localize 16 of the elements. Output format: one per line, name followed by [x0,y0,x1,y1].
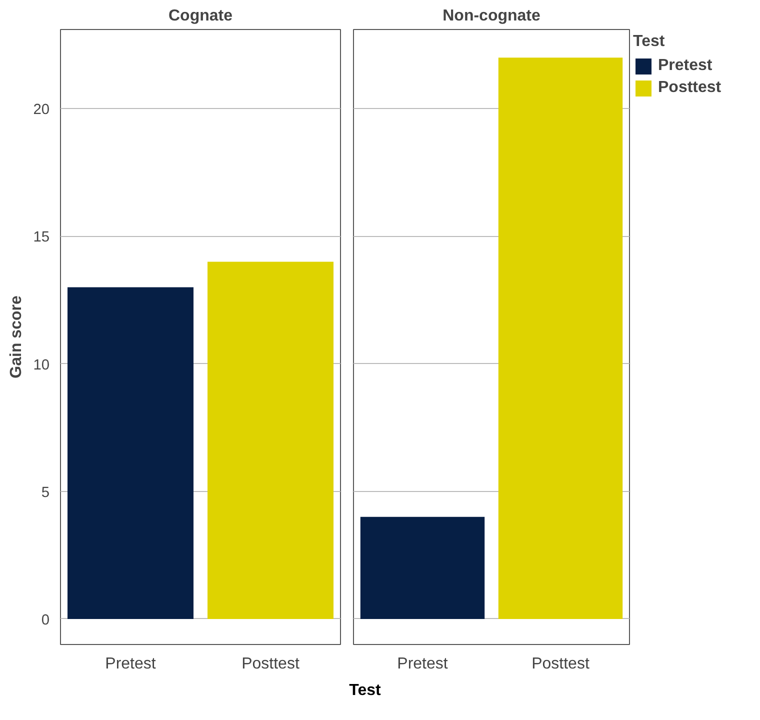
x-tick-label: Posttest [532,656,590,672]
x-axis-title: Test [349,681,381,701]
x-tick-label: Posttest [242,656,300,672]
legend-title: Test [633,33,666,51]
y-tick-label: 0 [41,612,50,628]
y-axis-title: Gain score [8,296,26,378]
y-tick-label: 10 [33,357,50,374]
legend-label: Posttest [658,79,722,97]
y-tick-label: 15 [33,230,50,246]
chart-title: Non-cognate [442,8,540,24]
x-tick-label: Pretest [105,656,156,672]
y-tick-label: 5 [41,484,50,501]
chart-title: Cognate [168,8,233,24]
legend-label: Pretest [658,57,712,75]
x-tick-label: Pretest [397,656,448,672]
y-tick-label: 20 [33,102,50,118]
